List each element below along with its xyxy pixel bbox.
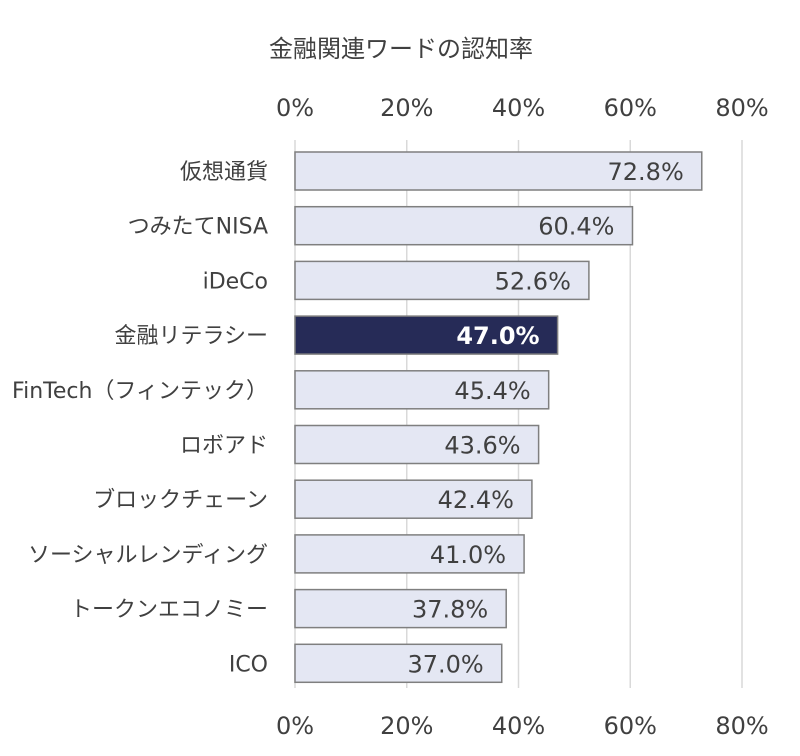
chart-title: 金融関連ワードの認知率 xyxy=(269,35,533,63)
bars xyxy=(294,151,703,684)
x-tick-label-top: 20% xyxy=(380,94,433,122)
bar xyxy=(294,260,590,301)
x-tick-label-bottom: 80% xyxy=(715,712,768,740)
data-label: 45.4% xyxy=(454,377,530,405)
data-label: 37.8% xyxy=(412,596,488,624)
bar-highlight xyxy=(294,315,559,355)
category-label: ICO xyxy=(229,652,268,677)
bar xyxy=(294,479,533,519)
bar xyxy=(294,588,507,629)
x-tick-label-top: 0% xyxy=(276,94,314,122)
x-tick-label-top: 60% xyxy=(604,94,657,122)
x-tick-label-bottom: 0% xyxy=(276,712,314,740)
data-label: 43.6% xyxy=(444,432,520,460)
x-tick-label-bottom: 20% xyxy=(380,712,433,740)
data-label: 72.8% xyxy=(608,158,684,186)
x-tick-label-top: 80% xyxy=(715,94,768,122)
bottom-axis-ticks: 0% 20% 40% 60% 80% xyxy=(276,712,769,740)
data-label: 37.0% xyxy=(407,650,483,678)
category-label: ロボアド xyxy=(180,434,268,459)
category-label: ブロックチェーン xyxy=(93,488,268,513)
value-labels: 72.8% 60.4% 52.6% 47.0% 45.4% 43.6% 42.4% 41.0%… xyxy=(407,158,683,678)
x-tick-label-top: 40% xyxy=(492,94,545,122)
category-label: トークンエコノミー xyxy=(70,598,268,623)
data-label: 42.4% xyxy=(438,486,514,514)
data-label: 52.6% xyxy=(495,267,571,295)
x-tick-label-bottom: 40% xyxy=(492,712,545,740)
data-label: 60.4% xyxy=(538,213,614,241)
bar xyxy=(294,370,550,410)
top-axis-ticks: 0% 20% 40% 60% 80% xyxy=(276,94,769,122)
bar xyxy=(294,643,503,684)
data-label: 47.0% xyxy=(456,322,539,350)
bar xyxy=(294,534,525,574)
x-tick-label-bottom: 60% xyxy=(604,712,657,740)
category-label: iDeCo xyxy=(203,269,268,294)
bar xyxy=(294,151,703,191)
category-label: つみたてNISA xyxy=(128,215,268,240)
bar xyxy=(294,424,540,465)
data-label: 41.0% xyxy=(430,541,506,569)
category-label: 仮想通貨 xyxy=(180,160,268,185)
bar xyxy=(294,205,634,246)
category-label: 金融リテラシー xyxy=(114,324,268,349)
category-label: FinTech（フィンテック） xyxy=(12,379,268,404)
category-label: ソーシャルレンディング xyxy=(28,543,268,568)
